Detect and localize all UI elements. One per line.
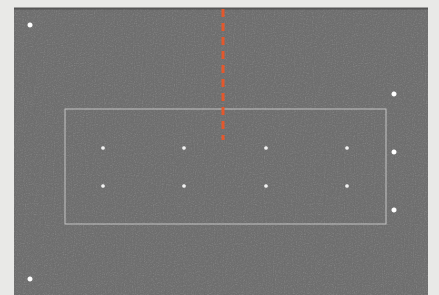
marker (28, 277, 33, 282)
marker (392, 208, 397, 213)
image-panel (14, 8, 428, 295)
page: Image view html, body { margin: 0; paddi… (0, 0, 439, 295)
marker (345, 184, 349, 188)
marker (101, 146, 105, 150)
marker (392, 150, 397, 155)
marker (345, 146, 349, 150)
marker (182, 146, 186, 150)
marker (28, 23, 33, 28)
page-body: {} (() => { const data = JSON.parse(docu… (0, 0, 439, 295)
marker (392, 92, 397, 97)
marker (182, 184, 186, 188)
marker (101, 184, 105, 188)
image-view (0, 0, 439, 295)
marker (264, 184, 268, 188)
marker (264, 146, 268, 150)
